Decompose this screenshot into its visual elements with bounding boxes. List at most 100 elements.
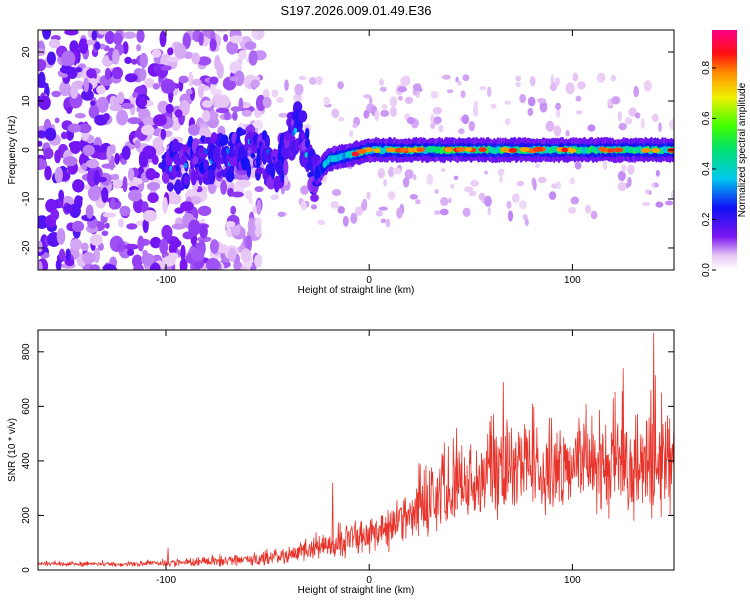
noise-cell — [338, 117, 345, 122]
noise-cell — [251, 79, 260, 88]
noise-cell — [352, 123, 358, 129]
noise-cell — [64, 30, 79, 36]
ridge-peak — [533, 146, 543, 152]
noise-cell — [548, 191, 557, 201]
ridge-peak — [568, 148, 577, 154]
noise-cell — [180, 244, 186, 261]
noise-cell — [70, 238, 82, 251]
noise-cell — [331, 189, 342, 196]
noise-cell — [350, 212, 358, 224]
noise-cell — [254, 186, 264, 193]
y-tick-label: 0 — [21, 147, 32, 153]
noise-cell — [65, 248, 71, 261]
noise-cell — [441, 74, 451, 80]
noise-cell — [72, 179, 85, 193]
noise-cell — [545, 120, 555, 132]
noise-cell — [634, 112, 641, 119]
noise-cell — [363, 110, 370, 119]
noise-cell — [90, 100, 96, 106]
noise-cell — [236, 179, 251, 188]
noise-cell — [140, 253, 155, 266]
noise-cell — [374, 110, 380, 121]
noise-cell — [468, 120, 475, 132]
y-tick-label: 20 — [21, 46, 32, 58]
signal-cell — [203, 159, 209, 172]
noise-cell — [51, 90, 62, 98]
noise-cell — [455, 76, 459, 83]
noise-cell — [655, 201, 664, 208]
noise-cell — [116, 109, 129, 126]
noise-cell — [230, 191, 244, 198]
noise-cell — [150, 236, 162, 249]
signal-cell — [246, 162, 252, 178]
snr-ticks: -100 0 100 0 200 400 600 800 — [21, 330, 674, 586]
ridge-peak — [508, 148, 518, 153]
ridge-peak — [607, 148, 614, 154]
spectrogram-xlabel: Height of straight line (km) — [298, 285, 415, 296]
noise-cell — [396, 207, 403, 219]
noise-cell — [83, 77, 89, 93]
signal-cell — [212, 147, 221, 164]
noise-cell — [122, 31, 137, 39]
noise-cell — [88, 105, 100, 119]
noise-cell — [404, 169, 414, 180]
noise-cell — [131, 58, 138, 65]
noise-cell — [412, 83, 422, 92]
noise-cell — [618, 122, 627, 131]
noise-cell — [627, 176, 632, 187]
noise-cell — [140, 109, 148, 117]
noise-cell — [46, 51, 57, 66]
noise-cell — [44, 165, 52, 181]
noise-cell — [71, 220, 85, 233]
noise-cell — [230, 106, 242, 112]
noise-cell — [555, 109, 561, 118]
noise-cell — [380, 109, 390, 117]
signal-cell — [245, 125, 256, 134]
noise-cell — [366, 191, 371, 200]
noise-cell — [655, 169, 661, 177]
noise-cell — [238, 50, 247, 60]
noise-cell — [225, 221, 236, 228]
noise-cell — [570, 196, 579, 205]
y-tick-label: -20 — [21, 240, 32, 255]
noise-cell — [227, 247, 237, 262]
noise-cell — [139, 67, 147, 81]
noise-cell — [78, 38, 89, 54]
noise-cell — [590, 210, 598, 220]
noise-cell — [574, 161, 582, 170]
noise-cell — [111, 173, 120, 180]
noise-cell — [527, 107, 534, 117]
noise-cell — [86, 39, 96, 46]
noise-cell — [277, 211, 286, 217]
noise-cell — [114, 152, 120, 165]
noise-cell — [178, 75, 189, 84]
noise-cell — [627, 164, 635, 175]
noise-cell — [132, 91, 139, 98]
ridge-peak — [613, 147, 624, 153]
noise-cell — [101, 163, 116, 169]
noise-cell — [397, 86, 407, 93]
noise-cell — [252, 120, 264, 131]
noise-cell — [617, 181, 627, 192]
noise-cell — [497, 168, 505, 177]
noise-cell — [87, 184, 101, 201]
y-tick-label: 600 — [21, 398, 32, 415]
signal-cell — [226, 147, 230, 154]
noise-cell — [389, 96, 398, 107]
y-tick-label: 0 — [21, 567, 32, 573]
noise-cell — [317, 219, 326, 226]
x-tick-label: -100 — [156, 275, 176, 286]
noise-cell — [464, 186, 474, 193]
snr-peak — [502, 381, 505, 495]
noise-cell — [262, 96, 272, 108]
spectrogram-ylabel: Frequency (Hz) — [7, 116, 18, 185]
noise-cell — [539, 100, 548, 113]
noise-cell — [504, 118, 511, 126]
noise-cell — [86, 68, 97, 79]
ridge-peak — [407, 147, 415, 153]
noise-cell — [230, 205, 237, 215]
noise-cell — [216, 62, 224, 79]
noise-cell — [209, 38, 217, 52]
noise-cell — [439, 208, 449, 216]
noise-cell — [535, 163, 540, 169]
